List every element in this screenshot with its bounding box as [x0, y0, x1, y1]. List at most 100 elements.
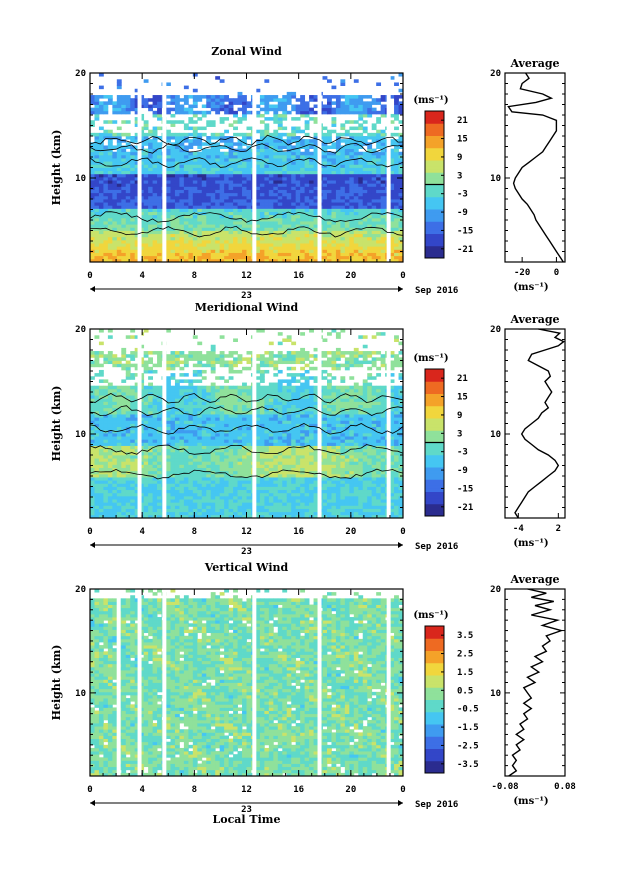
heatmap-cell: [224, 142, 230, 146]
heatmap-cell: [121, 104, 127, 109]
heatmap-cell: [268, 205, 274, 209]
heatmap-cell: [309, 158, 314, 162]
colorbar-swatch: [425, 150, 444, 155]
heatmap-cell: [112, 101, 118, 105]
heatmap-cell: [242, 183, 247, 187]
heatmap-cell: [206, 502, 212, 506]
heatmap-cell: [143, 236, 149, 241]
heatmap-cell: [134, 255, 140, 260]
heatmap-cell: [273, 214, 279, 219]
heatmap-cell: [107, 426, 113, 431]
heatmap-cell: [331, 214, 337, 219]
heatmap-cell: [224, 158, 230, 162]
heatmap-cell: [94, 511, 100, 516]
heatmap-cell: [394, 192, 399, 197]
heatmap-cell: [349, 192, 355, 197]
heatmap-cell: [170, 107, 176, 112]
heatmap-cell: [322, 104, 328, 109]
heatmap-cell: [295, 221, 301, 225]
heatmap-cell: [304, 243, 310, 247]
heatmap-cell: [277, 176, 283, 181]
heatmap-cell: [125, 120, 131, 124]
heatmap-cell: [174, 429, 180, 434]
heatmap-cell: [188, 508, 194, 513]
heatmap-cell: [116, 492, 122, 497]
heatmap-cell: [371, 224, 377, 228]
heatmap-cell: [394, 224, 399, 228]
heatmap-cell: [139, 236, 145, 241]
heatmap-cell: [125, 249, 131, 253]
heatmap-cell: [174, 154, 180, 159]
heatmap-cell: [94, 101, 100, 105]
heatmap-cell: [103, 423, 109, 428]
heatmap-cell: [331, 202, 337, 206]
heatmap-cell: [116, 192, 122, 197]
heatmap-cell: [125, 132, 131, 137]
heatmap-cell: [112, 473, 118, 478]
heatmap-cell: [152, 508, 158, 513]
heatmap-cell: [362, 217, 368, 222]
heatmap-cell: [206, 151, 212, 156]
heatmap-cell: [130, 255, 136, 260]
heatmap-cell: [255, 142, 261, 146]
heatmap-cell: [291, 158, 297, 162]
heatmap-cell: [107, 448, 113, 453]
heatmap-cell: [277, 189, 283, 194]
heatmap-cell: [148, 470, 153, 475]
heatmap-cell: [103, 464, 109, 468]
heatmap-cell: [192, 142, 198, 146]
heatmap-cell: [134, 227, 140, 231]
heatmap-cell: [224, 176, 230, 181]
heatmap-cell: [152, 252, 158, 257]
heatmap-cell: [233, 224, 238, 228]
heatmap-cell: [121, 239, 127, 244]
heatmap-cell: [174, 227, 180, 231]
heatmap-cell: [291, 154, 297, 159]
heatmap-cell: [157, 243, 162, 247]
heatmap-cell: [367, 151, 373, 156]
heatmap-cell: [394, 243, 399, 247]
heatmap-cell: [143, 432, 149, 437]
heatmap-cell: [237, 255, 243, 260]
heatmap-cell: [282, 214, 288, 219]
heatmap-cell: [103, 252, 109, 257]
heatmap-cell: [309, 170, 314, 175]
heatmap-cell: [224, 252, 230, 257]
heatmap-cell: [183, 161, 189, 165]
heatmap-cell: [116, 205, 122, 209]
heatmap-cell: [286, 176, 292, 181]
heatmap-cell: [98, 246, 104, 250]
heatmap-cell: [353, 252, 359, 257]
heatmap-cell: [188, 104, 194, 109]
heatmap-cell: [98, 464, 104, 468]
heatmap-cell: [139, 142, 145, 146]
heatmap-cell: [286, 173, 292, 178]
heatmap-cell: [362, 167, 368, 172]
heatmap-cell: [313, 132, 319, 137]
heatmap-cell: [152, 236, 158, 241]
heatmap-cell: [139, 136, 145, 140]
heatmap-cell: [143, 132, 149, 137]
heatmap-cell: [224, 154, 230, 159]
heatmap-cell: [233, 252, 238, 257]
heatmap-cell: [309, 110, 314, 115]
heatmap-cell: [282, 195, 288, 200]
heatmap-cell: [197, 467, 203, 472]
heatmap-cell: [143, 161, 149, 165]
heatmap-cell: [134, 382, 140, 387]
heatmap-cell: [197, 492, 203, 497]
heatmap-cell: [255, 183, 261, 187]
heatmap-cell: [139, 126, 145, 131]
heatmap-cell: [174, 477, 180, 481]
heatmap-cell: [340, 95, 346, 99]
heatmap-cell: [277, 214, 283, 219]
heatmap-cell: [367, 189, 373, 194]
heatmap-cell: [183, 211, 189, 216]
heatmap-cell: [349, 199, 355, 203]
heatmap-cell: [107, 142, 113, 146]
heatmap-cell: [282, 110, 288, 115]
heatmap-cell: [148, 502, 153, 506]
heatmap-cell: [148, 483, 153, 487]
heatmap-cell: [326, 202, 332, 206]
heatmap-cell: [376, 110, 382, 115]
